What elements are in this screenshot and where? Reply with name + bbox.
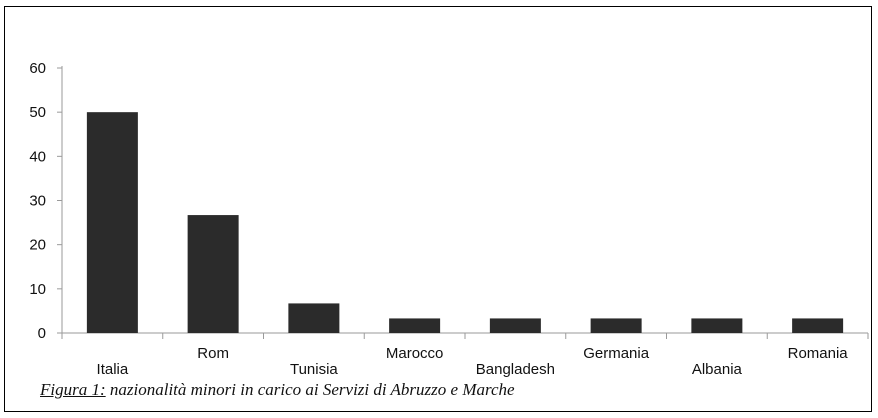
- bar-germania: [590, 318, 642, 333]
- caption-text: nazionalità minori in carico ai Servizi …: [105, 380, 515, 399]
- bars-layer: [86, 112, 844, 334]
- x-category-label: Marocco: [386, 345, 444, 362]
- y-tick-label: 50: [29, 104, 46, 121]
- bar-tunisia: [288, 303, 340, 333]
- axis-layer: [57, 66, 869, 339]
- bar-italia: [86, 112, 138, 334]
- y-tick-label: 20: [29, 237, 46, 254]
- bar-bangladesh: [489, 318, 541, 333]
- x-category-label: Tunisia: [290, 361, 338, 378]
- chart-frame: [4, 6, 872, 412]
- y-tick-label: 0: [38, 325, 46, 342]
- y-tick-label: 30: [29, 193, 46, 210]
- bar-albania: [691, 318, 743, 333]
- bar-marocco: [389, 318, 441, 333]
- x-category-label: Albania: [692, 361, 743, 378]
- y-tick-label: 10: [29, 281, 46, 298]
- labels-layer: 0 10 20 30 40 50 60 Italia Rom Tunisia Marocco Bang…: [29, 60, 848, 378]
- figure-caption: Figura 1: nazionalità minori in carico a…: [40, 380, 515, 400]
- caption-prefix: Figura 1:: [40, 380, 106, 399]
- x-category-label: Romania: [788, 345, 849, 362]
- bar-rom: [187, 215, 239, 333]
- x-category-label: Bangladesh: [476, 361, 555, 378]
- x-category-label: Rom: [197, 345, 229, 362]
- x-category-label: Italia: [97, 361, 129, 378]
- x-category-label: Germania: [583, 345, 650, 362]
- bar-romania: [792, 318, 844, 333]
- y-tick-label: 60: [29, 60, 46, 77]
- y-tick-label: 40: [29, 148, 46, 165]
